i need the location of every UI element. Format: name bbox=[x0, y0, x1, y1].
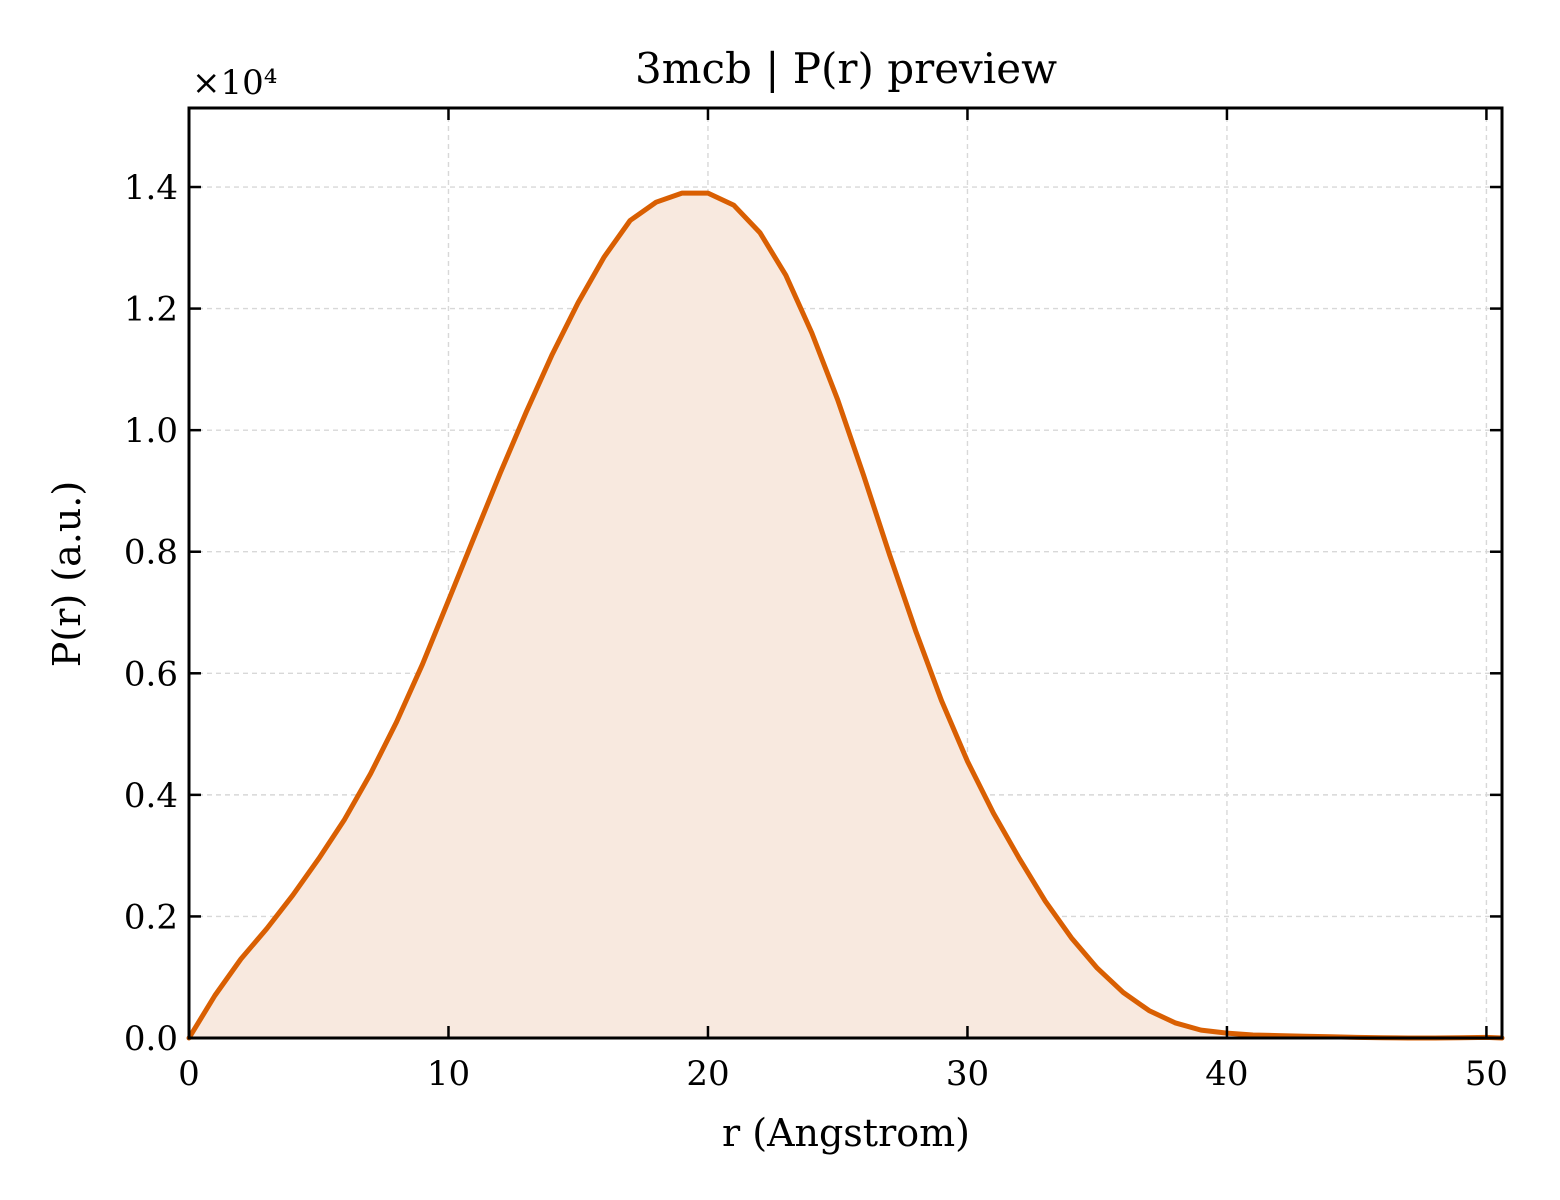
plot-frame bbox=[187, 106, 1504, 1040]
axis-ticks: 0 10 20 30 40 50 0.0 0.2 0.4 0.6 0.8 1.0 1.2 1.4 bbox=[124, 108, 1508, 1094]
y-tick-label: 1.4 bbox=[124, 168, 178, 208]
x-axis-label: r (Angstrom) bbox=[722, 1111, 970, 1155]
pr-curve bbox=[186, 190, 1505, 1041]
y-tick-label: 1.2 bbox=[124, 290, 178, 330]
pr-area-fill bbox=[189, 193, 1502, 1039]
y-tick-label: 0.4 bbox=[124, 776, 178, 816]
x-tick-label: 10 bbox=[427, 1054, 470, 1094]
y-tick-label: 0.6 bbox=[124, 654, 178, 694]
x-tick-label: 0 bbox=[178, 1054, 200, 1094]
y-tick-label: 0.8 bbox=[124, 533, 178, 573]
y-tick-label: 0.2 bbox=[124, 897, 178, 937]
x-tick-label: 50 bbox=[1465, 1054, 1508, 1094]
x-tick-label: 20 bbox=[686, 1054, 729, 1094]
y-tick-label: 0.0 bbox=[124, 1019, 178, 1059]
chart-title: 3mcb | P(r) preview bbox=[635, 44, 1057, 93]
x-tick-label: 40 bbox=[1205, 1054, 1248, 1094]
y-multiplier-label: ×10⁴ bbox=[192, 63, 277, 103]
y-tick-label: 1.0 bbox=[124, 411, 178, 451]
y-axis-label: P(r) (a.u.) bbox=[45, 481, 89, 667]
x-tick-label: 30 bbox=[946, 1054, 989, 1094]
